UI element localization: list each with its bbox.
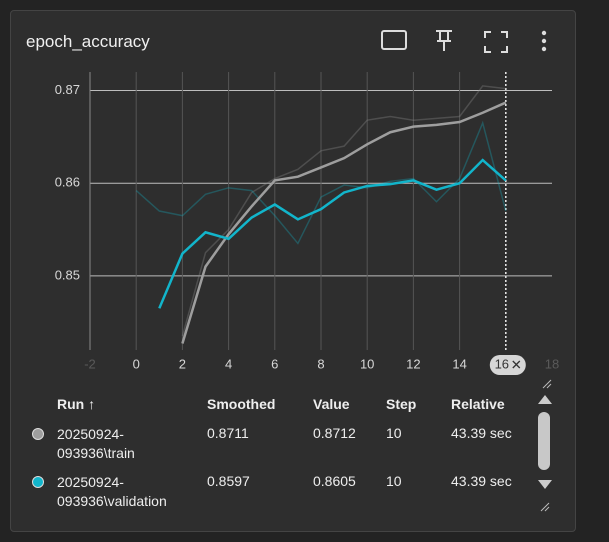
column-header: Step bbox=[386, 396, 417, 412]
cell-value: 0.8712 bbox=[313, 425, 356, 441]
series-line bbox=[181, 101, 507, 344]
y-tick-label: 0.87 bbox=[55, 82, 80, 97]
step-chip bbox=[489, 355, 526, 375]
x-tick-label: 8 bbox=[317, 356, 324, 371]
cell-value: 0.8605 bbox=[313, 473, 356, 489]
run-color bbox=[32, 428, 44, 440]
x-tick-label: 16 bbox=[495, 356, 509, 371]
cell-value: 0.8597 bbox=[207, 473, 250, 489]
card bbox=[10, 10, 576, 532]
fullscreen-icon[interactable] bbox=[484, 31, 508, 53]
series-line bbox=[181, 85, 506, 337]
pin-icon[interactable] bbox=[436, 30, 452, 51]
card-title: epoch_accuracy bbox=[26, 32, 150, 51]
x-tick-label: 10 bbox=[360, 356, 374, 371]
y-tick-label: 0.86 bbox=[55, 175, 80, 190]
column-header: Relative bbox=[451, 396, 505, 412]
cell-value: 10 bbox=[386, 473, 402, 489]
run-name: 20250924-093936\train bbox=[57, 426, 135, 461]
cell-value: 0.8711 bbox=[207, 425, 249, 441]
y-tick-label: 0.85 bbox=[55, 267, 80, 282]
menu-icon[interactable] bbox=[541, 30, 547, 52]
x-tick-label: 0 bbox=[133, 356, 140, 371]
cell-value: 43.39 sec bbox=[451, 425, 512, 441]
x-tick-label: 14 bbox=[452, 356, 466, 371]
run-color bbox=[32, 476, 44, 488]
column-header: Smoothed bbox=[207, 396, 276, 412]
column-header: Run ↑ bbox=[57, 396, 96, 412]
cell-value: 43.39 sec bbox=[451, 473, 512, 489]
run-name: 20250924-093936\validation bbox=[57, 474, 167, 509]
x-tick-label: 6 bbox=[271, 356, 278, 371]
column-header: Value bbox=[313, 396, 350, 412]
x-tick-label: 18 bbox=[545, 356, 559, 371]
fit-icon[interactable] bbox=[381, 30, 407, 50]
series-line bbox=[135, 120, 507, 245]
x-tick-label: 2 bbox=[179, 356, 186, 371]
x-tick-label: 4 bbox=[225, 356, 232, 371]
chip-close bbox=[512, 360, 521, 369]
toolbar[interactable] bbox=[381, 30, 508, 53]
cell-value: 10 bbox=[386, 425, 402, 441]
series-line bbox=[158, 158, 507, 309]
x-tick-label: -2 bbox=[84, 356, 96, 371]
x-tick-label: 12 bbox=[406, 356, 420, 371]
resize-handle[interactable] bbox=[542, 379, 552, 389]
